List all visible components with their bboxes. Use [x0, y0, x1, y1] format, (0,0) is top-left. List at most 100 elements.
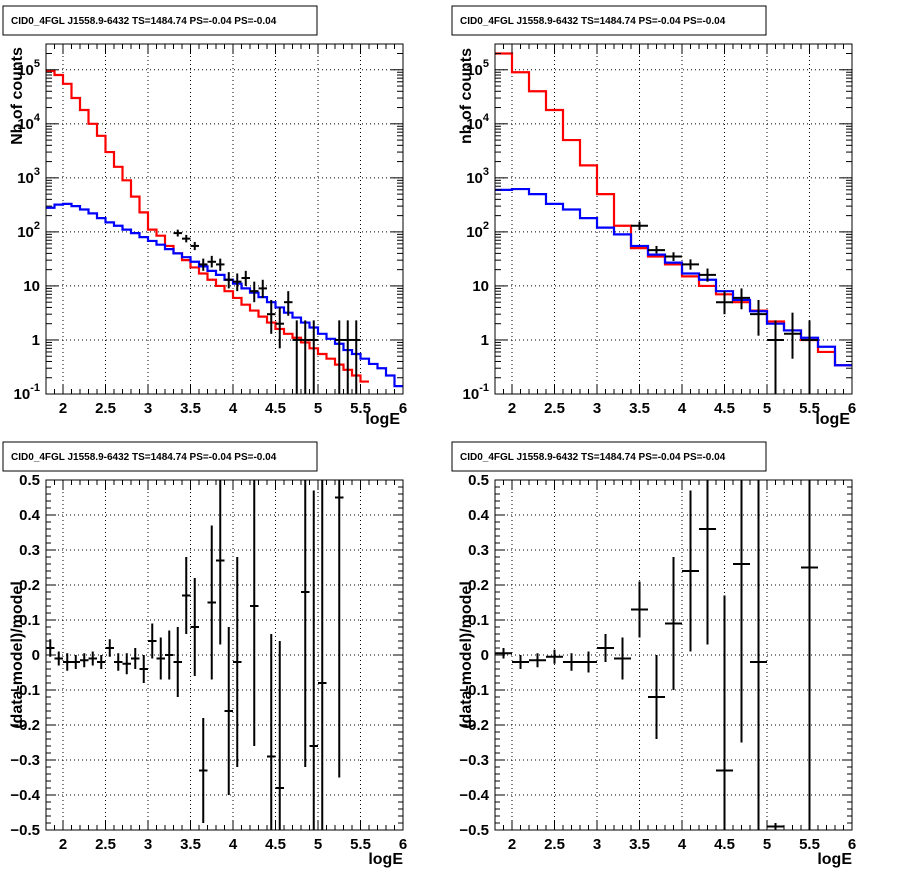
residual-point: [216, 480, 225, 645]
x-tick-label: 4: [678, 836, 687, 853]
residual-point: [335, 480, 344, 778]
data-point: [258, 279, 267, 298]
x-tick-label: 4: [678, 400, 687, 417]
y-tick-label: 102: [17, 220, 40, 241]
y-tick-label: −0.4: [459, 787, 489, 804]
y-tick-exponent: 2: [34, 220, 40, 232]
y-tick-label: 0.2: [19, 577, 40, 594]
y-tick-label: 0.1: [468, 612, 489, 629]
data-layer: [495, 52, 852, 394]
x-tick-label: 2.5: [544, 400, 565, 417]
grid-lines: [495, 44, 852, 394]
y-tick-label: 10-1: [463, 382, 489, 403]
chart-title: CID0_4FGL J1558.9-6432 TS=1484.74 PS=-0.…: [11, 16, 277, 27]
residual-point: [563, 653, 580, 671]
data-point: [182, 234, 191, 243]
x-tick-label: 2.5: [95, 400, 116, 417]
x-axis-label: logE: [365, 411, 400, 428]
y-tick-label: 0: [481, 647, 489, 664]
residual-point: [682, 490, 699, 652]
y-tick-label: −0.4: [10, 787, 40, 804]
data-point: [784, 312, 801, 359]
y-axis: −0.5 −0.4 −0.3 −0.2 −0.1 0 0.1 0.2 0.3 0.4 0.5: [10, 472, 403, 839]
x-tick-label: 6: [848, 836, 856, 853]
y-tick-label: −0.2: [459, 717, 489, 734]
residual-point: [699, 480, 716, 645]
y-axis-label: (data-model)/model: [458, 581, 475, 729]
residual-point: [207, 525, 216, 680]
x-tick-label: 2: [59, 836, 67, 853]
chart-title-box: CID0_4FGL J1558.9-6432 TS=1484.74 PS=-0.…: [2, 5, 318, 36]
x-tick-label: 4.5: [265, 400, 286, 417]
y-tick-label: 10-1: [14, 382, 40, 403]
data-point: [292, 320, 301, 394]
residual-point: [665, 557, 682, 690]
y-tick-label: 1: [32, 332, 40, 349]
y-axis-label: nb of counts: [458, 48, 475, 144]
residual-point: [80, 653, 89, 668]
x-tick-label: 2: [508, 836, 516, 853]
chart-title-box: CID0_4FGL J1558.9-6432 TS=1484.74 PS=-0.…: [2, 441, 318, 472]
x-tick-label: 5.5: [350, 836, 371, 853]
residual-point: [733, 480, 750, 743]
residual-point: [267, 634, 276, 830]
residual-point: [250, 480, 259, 746]
histogram-series-red: [46, 69, 369, 383]
x-tick-label: 2.5: [95, 836, 116, 853]
x-tick-label: 3.5: [180, 400, 201, 417]
data-point: [767, 320, 784, 394]
residual-point: [224, 627, 233, 795]
chart-title-frame: [451, 441, 767, 472]
x-tick-label: 5.5: [350, 400, 371, 417]
chart-title: CID0_4FGL J1558.9-6432 TS=1484.74 PS=-0.…: [460, 452, 726, 463]
x-tick-label: 6: [848, 400, 856, 417]
x-tick-label: 6: [399, 400, 407, 417]
y-tick-exponent: 5: [483, 58, 489, 70]
chart-title: CID0_4FGL J1558.9-6432 TS=1484.74 PS=-0.…: [11, 452, 277, 463]
x-tick-label: 4.5: [714, 836, 735, 853]
x-tick-label: 6: [399, 836, 407, 853]
data-point: [250, 281, 259, 303]
data-point: [267, 299, 276, 334]
y-axis: −0.5 −0.4 −0.3 −0.2 −0.1 0 0.1 0.2 0.3 0.4 0.5: [459, 472, 852, 839]
residual-point: [63, 653, 72, 671]
residual-point: [546, 649, 563, 664]
residual-point: [71, 655, 80, 669]
data-layer: [46, 480, 344, 830]
residual-point: [512, 655, 529, 669]
histogram-series-red: [495, 52, 852, 367]
residual-point: [190, 578, 199, 676]
y-tick-label: −0.3: [10, 752, 40, 769]
residual-point: [122, 653, 131, 675]
x-tick-label: 3: [593, 836, 601, 853]
y-tick-label: 0.4: [468, 507, 490, 524]
y-axis-label: (data-model)/model: [9, 581, 26, 729]
y-tick-label: 1: [481, 332, 489, 349]
y-axis-label: Nb of counts: [9, 47, 26, 145]
residual-point: [148, 623, 157, 659]
x-tick-label: 5.5: [799, 836, 820, 853]
data-point: [309, 320, 318, 394]
data-point: [224, 272, 233, 289]
y-tick-label: −0.3: [459, 752, 489, 769]
y-tick-label: 103: [17, 166, 40, 187]
residual-point: [88, 651, 97, 666]
residual-point: [631, 581, 648, 638]
y-tick-label: 0.2: [468, 577, 489, 594]
x-axis: 2 2.5 3 3.5 4 4.5 5 5.5 6: [494, 480, 856, 853]
chart-title-frame: [2, 5, 318, 36]
y-tick-label: 10: [23, 278, 40, 295]
grid-lines: [46, 480, 403, 830]
x-tick-label: 5: [314, 836, 322, 853]
residual-point: [233, 557, 242, 767]
data-point: [631, 221, 648, 231]
data-point: [801, 320, 818, 394]
y-tick-label: 0: [32, 647, 40, 664]
data-layer: [46, 69, 403, 394]
chart-title-frame: [2, 441, 318, 472]
y-tick-exponent: 5: [34, 58, 40, 70]
x-tick-label: 5: [314, 400, 322, 417]
residual-point: [173, 627, 182, 697]
residual-point: [54, 651, 63, 666]
y-tick-exponent: 4: [34, 112, 41, 124]
